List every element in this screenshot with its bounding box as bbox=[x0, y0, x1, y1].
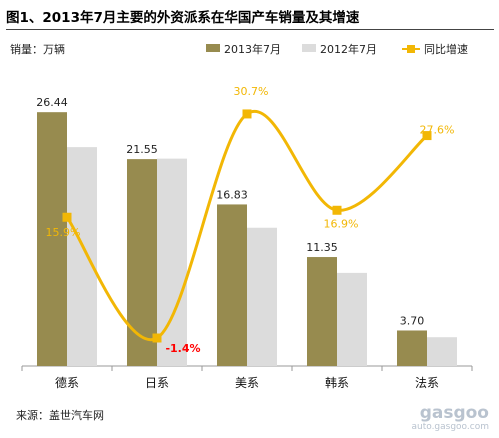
data-label-2013-0: 26.44 bbox=[36, 96, 68, 109]
legend-item-2012: 2012年7月 bbox=[302, 41, 377, 57]
bar-2013-4 bbox=[397, 330, 427, 366]
x-tick-label-1: 日系 bbox=[145, 376, 169, 390]
data-label-2013-1: 21.55 bbox=[126, 143, 158, 156]
growth-label-1: -1.4% bbox=[165, 342, 200, 355]
growth-label-2: 30.7% bbox=[234, 85, 269, 98]
data-label-2013-2: 16.83 bbox=[216, 188, 248, 201]
x-tick-label-0: 德系 bbox=[55, 375, 79, 390]
legend-swatch-2013 bbox=[206, 44, 220, 52]
bar-2013-1 bbox=[127, 159, 157, 366]
bar-2012-2 bbox=[247, 227, 277, 366]
legend-label-growth: 同比增速 bbox=[424, 43, 468, 56]
bar-2013-2 bbox=[217, 204, 247, 366]
data-label-2013-4: 3.70 bbox=[400, 314, 425, 327]
watermark-logo: gasgoo bbox=[419, 403, 489, 423]
legend-swatch-2012 bbox=[302, 44, 316, 52]
growth-marker-4 bbox=[422, 131, 432, 141]
bar-2012-0 bbox=[67, 147, 97, 366]
legend-label-2012: 2012年7月 bbox=[320, 43, 377, 56]
title-divider bbox=[6, 29, 494, 30]
watermark: gasgoo auto.gasgoo.com bbox=[401, 401, 493, 435]
x-tick-label-3: 韩系 bbox=[325, 375, 349, 390]
bar-2013-3 bbox=[307, 257, 337, 366]
x-tick-label-2: 美系 bbox=[235, 376, 259, 390]
watermark-url: auto.gasgoo.com bbox=[411, 422, 489, 432]
growth-marker-2 bbox=[242, 109, 252, 119]
growth-label-0: 15.9% bbox=[46, 226, 81, 239]
growth-label-3: 16.9% bbox=[324, 217, 359, 230]
growth-marker-0 bbox=[62, 212, 72, 222]
bar-2012-4 bbox=[427, 337, 457, 366]
growth-label-4: 27.6% bbox=[420, 124, 455, 137]
unit-label: 销量：万辆 bbox=[10, 43, 65, 56]
growth-line bbox=[65, 109, 428, 342]
bar-2013-0 bbox=[37, 112, 67, 367]
x-tick-label-4: 法系 bbox=[415, 376, 439, 390]
legend-swatch-growth bbox=[402, 45, 420, 53]
source-note: 来源：盖世汽车网 bbox=[16, 409, 104, 422]
data-label-2013-3: 11.35 bbox=[306, 241, 338, 254]
legend-label-2013: 2013年7月 bbox=[224, 43, 281, 56]
growth-marker-1 bbox=[152, 333, 162, 343]
legend-item-growth: 同比增速 bbox=[402, 41, 468, 57]
legend-item-2013: 2013年7月 bbox=[206, 41, 281, 57]
growth-marker-3 bbox=[332, 205, 342, 215]
bar-2012-3 bbox=[337, 272, 367, 366]
chart-title: 图1、2013年7月主要的外资派系在华国产车销量及其增速 bbox=[6, 10, 360, 26]
